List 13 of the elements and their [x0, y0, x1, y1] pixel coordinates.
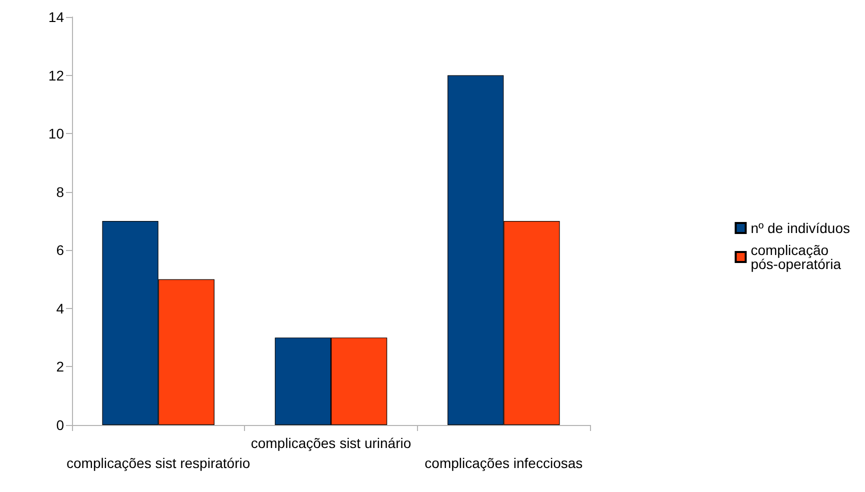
- y-tick-label: 8: [56, 184, 64, 200]
- y-tick-label: 10: [48, 126, 64, 142]
- y-tick-label: 4: [56, 300, 64, 316]
- legend-label: complicação pós-operatória: [750, 242, 842, 272]
- y-tick-label: 12: [48, 67, 64, 84]
- x-tick-label: complicações sist respiratório: [66, 455, 250, 471]
- y-tick-label: 6: [56, 242, 64, 258]
- x-tick-label: complicações infecciosas: [424, 455, 583, 471]
- y-tick-label: 2: [56, 358, 64, 375]
- x-tick-label: complicações sist urinário: [250, 435, 412, 451]
- y-tick-label: 0: [56, 417, 64, 433]
- y-tick-label: 14: [48, 9, 64, 25]
- legend-label: nº de indivíduos: [750, 220, 850, 236]
